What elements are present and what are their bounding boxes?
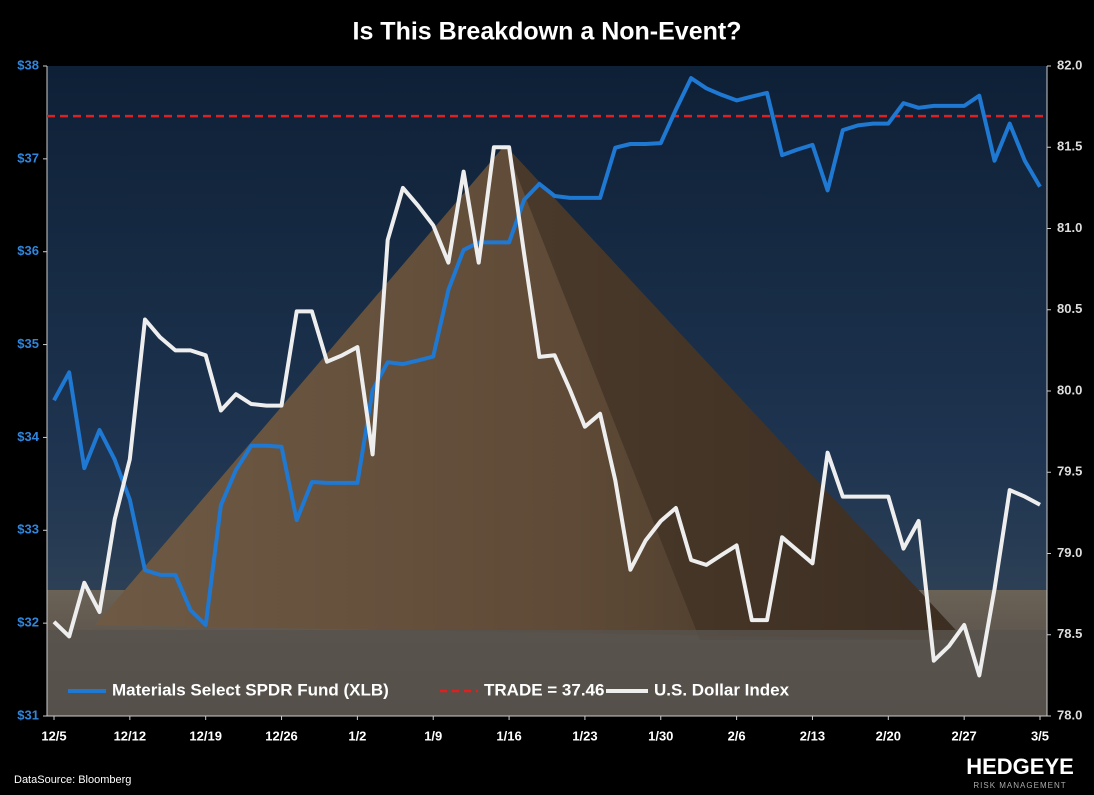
x-tick-label: 3/5 bbox=[1031, 728, 1049, 743]
x-tick-label: 1/2 bbox=[348, 728, 366, 743]
plot bbox=[47, 76, 1047, 678]
y-tick-label: $31 bbox=[17, 707, 39, 722]
legend-label: Materials Select SPDR Fund (XLB) bbox=[112, 680, 389, 699]
x-tick-label: 12/12 bbox=[114, 728, 147, 743]
y2-tick-label: 81.0 bbox=[1057, 220, 1082, 235]
y2-tick-label: 79.5 bbox=[1057, 464, 1082, 479]
y2-tick-label: 81.5 bbox=[1057, 139, 1082, 154]
pyramid-shade bbox=[505, 145, 965, 640]
x-tick-label: 2/13 bbox=[800, 728, 825, 743]
x-tick-label: 2/20 bbox=[876, 728, 901, 743]
series-line bbox=[52, 145, 1041, 678]
chart-title: Is This Breakdown a Non-Event? bbox=[353, 18, 742, 46]
y-tick-label: $35 bbox=[17, 336, 39, 351]
y2-tick-label: 80.0 bbox=[1057, 382, 1082, 397]
x-tick-label: 2/27 bbox=[951, 728, 976, 743]
y2-tick-label: 80.5 bbox=[1057, 301, 1082, 316]
logo-sub: RISK MANAGEMENT bbox=[973, 781, 1066, 790]
x-tick-label: 12/19 bbox=[189, 728, 222, 743]
x-tick-label: 1/23 bbox=[572, 728, 597, 743]
background-photo bbox=[47, 66, 1047, 716]
series-line bbox=[52, 76, 1042, 627]
x-tick-label: 2/6 bbox=[728, 728, 746, 743]
logo: HEDGEYE bbox=[966, 754, 1074, 779]
x-tick-label: 1/9 bbox=[424, 728, 442, 743]
y-tick-label: $33 bbox=[17, 522, 39, 537]
legend-label: U.S. Dollar Index bbox=[654, 680, 790, 699]
source: DataSource: Bloomberg bbox=[14, 774, 131, 786]
y2-tick-label: 78.0 bbox=[1057, 707, 1082, 722]
y-tick-label: $32 bbox=[17, 615, 39, 630]
x-tick-label: 12/5 bbox=[41, 728, 66, 743]
x-tick-label: 12/26 bbox=[265, 728, 298, 743]
y-tick-label: $36 bbox=[17, 243, 39, 258]
y-tick-label: $37 bbox=[17, 150, 39, 165]
y-tick-label: $38 bbox=[17, 57, 39, 72]
legend: Materials Select SPDR Fund (XLB) TRADE = … bbox=[68, 680, 790, 699]
foreground-sand bbox=[47, 630, 1047, 716]
legend-label: TRADE = 37.46 bbox=[484, 680, 604, 699]
y2-tick-label: 82.0 bbox=[1057, 57, 1082, 72]
axes: $31 $32 $33 $34 $35 $36 $37 $38 78.0 78.5 79.0 79.5… bbox=[17, 57, 1082, 743]
x-tick-label: 1/30 bbox=[648, 728, 673, 743]
y2-tick-label: 79.0 bbox=[1057, 545, 1082, 560]
y2-tick-label: 78.5 bbox=[1057, 626, 1082, 641]
y-tick-label: $34 bbox=[17, 429, 39, 444]
x-tick-label: 1/16 bbox=[496, 728, 521, 743]
